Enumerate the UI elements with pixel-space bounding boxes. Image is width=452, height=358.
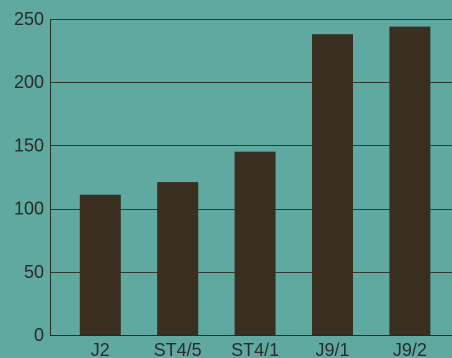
y-tick-label: 150 xyxy=(14,135,44,155)
bar-st4-5 xyxy=(157,182,199,335)
y-tick-labels: 0 50 100 150 200 250 xyxy=(14,9,44,345)
bar-st4-1 xyxy=(234,151,276,335)
axes xyxy=(50,19,452,336)
x-tick-label: J9/2 xyxy=(393,340,427,358)
bars xyxy=(79,26,431,335)
y-tick-label: 100 xyxy=(14,199,44,219)
y-tick-label: 250 xyxy=(14,9,44,29)
y-tick-label: 200 xyxy=(14,72,44,92)
x-tick-label: ST4/5 xyxy=(154,340,202,358)
x-tick-label: J9/1 xyxy=(315,340,349,358)
bar-j9-1 xyxy=(312,34,353,335)
x-tick-label: ST4/1 xyxy=(231,340,279,358)
bar-j9-2 xyxy=(389,26,431,335)
bar-j2 xyxy=(79,194,121,335)
x-tick-label: J2 xyxy=(91,340,110,358)
x-tick-labels: J2 ST4/5 ST4/1 J9/1 J9/2 xyxy=(91,340,427,358)
y-tick-label: 0 xyxy=(34,325,44,345)
y-tick-label: 50 xyxy=(24,262,44,282)
